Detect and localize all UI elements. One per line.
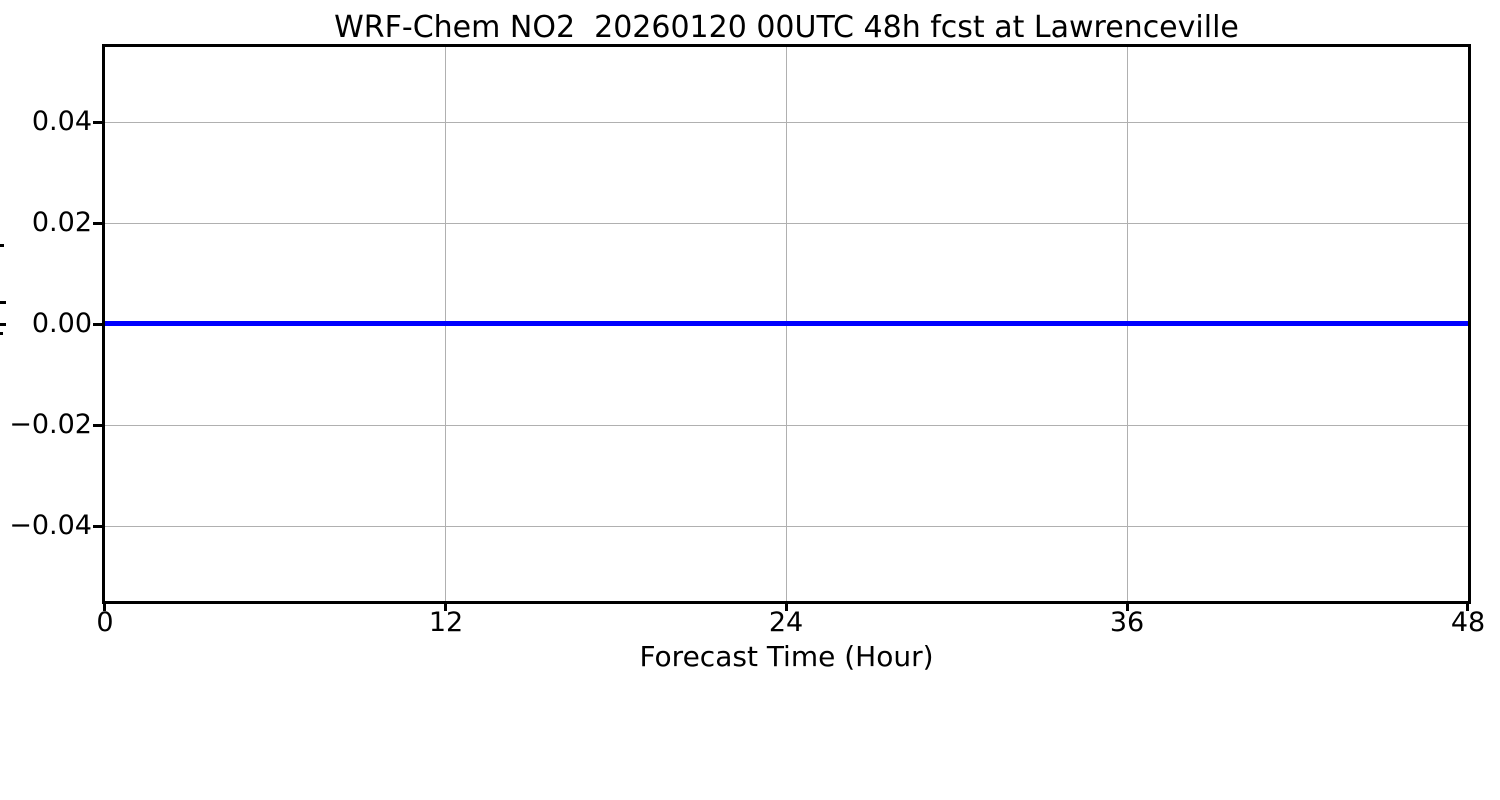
ytick-label-m0p04: −0.04 [9, 510, 92, 541]
ylabel-fragment-3 [0, 323, 6, 326]
xtick-mark-48 [1466, 602, 1469, 611]
ytick-label-m0p02: −0.02 [9, 409, 92, 440]
ytick-label-0p02: 0.02 [31, 207, 92, 238]
gridline-ym0p04 [105, 526, 1468, 527]
no2-series-line [105, 321, 1468, 326]
gridline-y0p04 [105, 122, 1468, 123]
ytick-mark-m0p04 [93, 525, 102, 528]
ylabel-fragment-2 [0, 301, 6, 304]
xtick-label-0: 0 [96, 607, 114, 638]
ytick-mark-0p04 [93, 121, 102, 124]
x-axis-label: Forecast Time (Hour) [639, 640, 934, 673]
xtick-mark-24 [785, 602, 788, 611]
xtick-label-36: 36 [1109, 607, 1145, 638]
gridline-y0p02 [105, 223, 1468, 224]
xtick-mark-36 [1126, 602, 1129, 611]
ytick-label-0p00: 0.00 [31, 308, 92, 339]
xtick-label-24: 24 [768, 607, 804, 638]
xtick-label-48: 48 [1450, 607, 1486, 638]
gridline-ym0p02 [105, 425, 1468, 426]
ytick-mark-0p02 [93, 222, 102, 225]
xtick-mark-12 [444, 602, 447, 611]
ytick-label-0p04: 0.04 [31, 106, 92, 137]
xtick-mark-0 [103, 602, 106, 611]
ylabel-fragment-1 [0, 244, 4, 247]
ylabel-fragment-4 [0, 332, 3, 335]
xtick-label-12: 12 [428, 607, 464, 638]
ytick-mark-0p00 [93, 323, 102, 326]
ytick-mark-m0p02 [93, 424, 102, 427]
chart-title: WRF-Chem NO2 20260120 00UTC 48h fcst at … [334, 10, 1239, 45]
